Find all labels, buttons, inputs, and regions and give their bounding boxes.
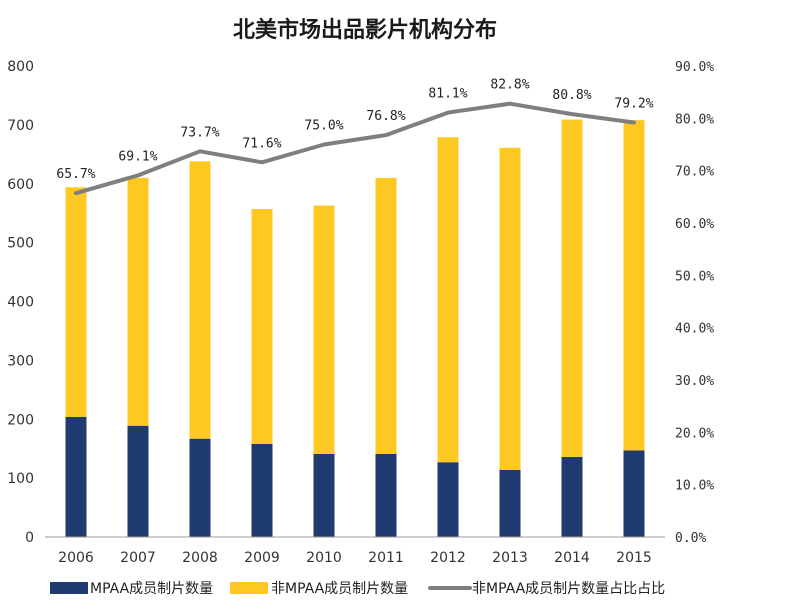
y-left-tick-label: 300 (7, 353, 34, 369)
y-left-tick-label: 200 (7, 412, 34, 428)
bar-mpaa-2008 (189, 438, 211, 537)
ratio-data-label: 73.7% (180, 125, 219, 140)
bar-non-mpaa-2011 (375, 177, 397, 454)
bar-mpaa-2013 (499, 469, 521, 537)
ratio-data-label: 75.0% (304, 119, 343, 134)
legend: MPAA成员制片数量 非MPAA成员制片数量 非MPAA成员制片数量占比占比 (50, 581, 665, 597)
x-tick-label: 2014 (554, 550, 590, 566)
bar-mpaa-2007 (127, 425, 149, 537)
ratio-data-label: 80.8% (552, 88, 591, 103)
chart-title: 北美市场出品影片机构分布 (233, 17, 497, 43)
bars-layer (65, 119, 645, 537)
y-right-tick-label: 30.0% (675, 374, 714, 389)
bar-non-mpaa-2009 (251, 209, 273, 444)
line-layer: 65.7% 69.1% 73.7% 71.6% 75.0% 76.8% 81.1% 82.8%… (56, 78, 654, 196)
y-right-tick-label: 90.0% (675, 60, 714, 75)
y-left-tick-label: 500 (7, 236, 34, 252)
bar-mpaa-2014 (561, 456, 583, 537)
y-right-tick-label: 10.0% (675, 479, 714, 494)
x-tick-label: 2010 (306, 550, 342, 566)
x-tick-label: 2008 (182, 550, 218, 566)
y-right-tick-label: 0.0% (675, 531, 706, 546)
y-left-tick-label: 800 (7, 59, 34, 75)
legend-label-non-mpaa: 非MPAA成员制片数量 (271, 581, 408, 597)
x-tick-label: 2007 (120, 550, 156, 566)
bar-mpaa-2015 (623, 450, 645, 537)
y-left-tick-label: 100 (7, 471, 34, 487)
bar-non-mpaa-2013 (499, 147, 521, 470)
bar-non-mpaa-2012 (437, 137, 459, 463)
bar-non-mpaa-2010 (313, 205, 335, 454)
y-right-tick-label: 70.0% (675, 165, 714, 180)
bar-mpaa-2009 (251, 443, 273, 537)
bar-mpaa-2006 (65, 416, 87, 537)
ratio-data-label: 79.2% (614, 97, 653, 112)
y-left-tick-label: 600 (7, 177, 34, 193)
x-tick-label: 2009 (244, 550, 280, 566)
ratio-data-label: 69.1% (118, 149, 157, 164)
bar-non-mpaa-2015 (623, 120, 645, 451)
y-right-tick-label: 50.0% (675, 269, 714, 284)
ratio-data-label: 81.1% (428, 87, 467, 102)
x-tick-label: 2006 (58, 550, 94, 566)
ratio-data-label: 65.7% (56, 167, 95, 182)
x-tick-label: 2015 (616, 550, 652, 566)
y-left-tick-label: 400 (7, 295, 34, 311)
ratio-data-label: 82.8% (490, 78, 529, 93)
legend-label-mpaa: MPAA成员制片数量 (90, 581, 213, 597)
bar-non-mpaa-2008 (189, 161, 211, 439)
ratio-data-label: 71.6% (242, 136, 281, 151)
bar-mpaa-2010 (313, 453, 335, 537)
x-tick-label: 2011 (368, 550, 404, 566)
bar-non-mpaa-2014 (561, 119, 583, 457)
bar-non-mpaa-2007 (127, 177, 149, 426)
x-tick-label: 2012 (430, 550, 466, 566)
y-left-tick-label: 700 (7, 118, 34, 134)
bar-non-mpaa-2006 (65, 187, 87, 417)
ratio-line (74, 101, 636, 196)
y-right-tick-label: 20.0% (675, 426, 714, 441)
bar-mpaa-2012 (437, 462, 459, 537)
y-right-tick-label: 40.0% (675, 322, 714, 337)
y-left-tick-label: 0 (25, 530, 34, 546)
y-right-tick-label: 60.0% (675, 217, 714, 232)
legend-label-ratio: 非MPAA成员制片数量占比占比 (472, 581, 665, 597)
ratio-data-label: 76.8% (366, 109, 405, 124)
axes-layer: 2006 2007 2008 2009 2010 2011 2012 2013 2014 2015… (7, 59, 714, 566)
bar-mpaa-2011 (375, 453, 397, 537)
legend-swatch-non-mpaa (230, 582, 268, 594)
x-tick-label: 2013 (492, 550, 528, 566)
y-right-tick-label: 80.0% (675, 112, 714, 127)
legend-swatch-mpaa (50, 582, 88, 594)
